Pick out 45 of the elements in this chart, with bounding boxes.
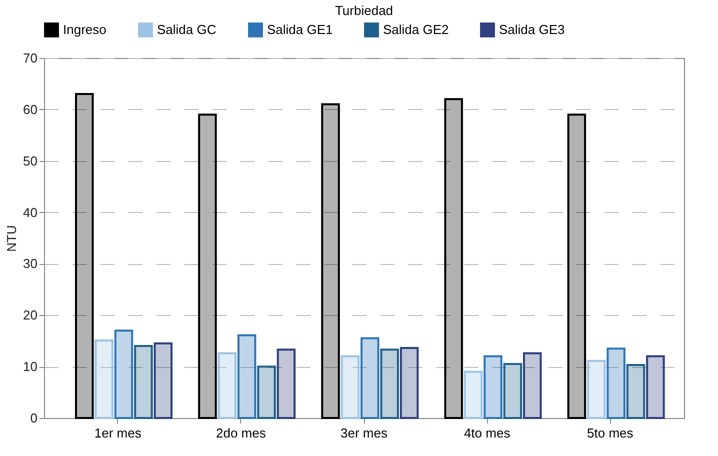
bar [464,370,483,419]
bar [626,364,646,419]
bar [646,355,665,419]
bar [444,98,463,419]
x-tick-label: 2do mes [216,426,266,440]
bar [114,330,134,419]
y-tick-label: 30 [23,256,38,272]
bar [400,347,419,419]
legend-label: Salida GE1 [267,22,333,37]
bar [360,337,380,419]
chart-title: Turbiedad [334,3,394,18]
bar [380,348,399,419]
bar [154,342,173,419]
bar [587,360,606,419]
y-tick-label: 20 [23,308,38,323]
legend-label: Salida GE3 [499,22,565,37]
bar [606,348,626,419]
bar [94,339,114,419]
legend-label: Salida GC [157,22,216,37]
bar [75,93,94,419]
bar [257,366,276,419]
bar [523,352,542,419]
x-tick-label: 5to mes [587,426,634,440]
y-tick-label: 40 [23,204,38,220]
bar [237,334,256,419]
legend-label: Salida GE2 [383,22,449,37]
x-tick-label: 4to mes [464,426,511,440]
y-tick-label: 60 [23,102,38,117]
bar [218,352,237,419]
legend-label: Ingreso [63,22,106,37]
bar [276,348,296,419]
bar [567,114,586,419]
y-axis-title: NTU [4,225,20,252]
x-tick-label: 1er mes [94,426,142,440]
y-tick-label: 0 [30,410,38,426]
bar [484,355,502,419]
bar [198,114,217,419]
x-tick-label: 3er mes [340,426,388,440]
bar [503,363,522,419]
y-tick-label: 70 [23,50,38,66]
y-tick-label: 10 [23,359,38,374]
bar [321,103,340,419]
bar [134,345,153,419]
bar [340,355,360,419]
y-tick-label: 50 [23,153,38,168]
